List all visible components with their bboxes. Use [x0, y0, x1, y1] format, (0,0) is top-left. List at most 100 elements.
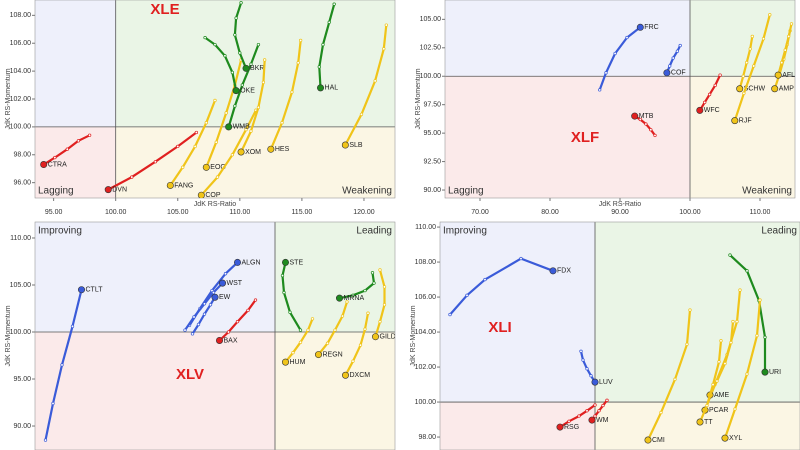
- trail-point: [668, 64, 672, 68]
- trail-head: [591, 378, 599, 386]
- chart-title: XLV: [176, 366, 204, 383]
- trails: FRC COF MTB WFC SCHW RJF AMP AFL: [598, 13, 795, 138]
- ticker-label: LUV: [599, 379, 613, 386]
- trail-point: [787, 34, 791, 39]
- y-tick-label: 102.50: [420, 45, 442, 52]
- y-tick-label: 110.00: [415, 224, 436, 231]
- trail-head: [556, 423, 564, 431]
- trail-head: [771, 85, 779, 93]
- ticker-label: CTRA: [48, 161, 67, 168]
- trail-point: [733, 407, 737, 411]
- quadrant-label: Weakening: [742, 186, 792, 197]
- trail-point: [333, 328, 337, 332]
- trail-point: [593, 414, 597, 418]
- trail-point: [604, 71, 608, 75]
- x-axis-title: JdK RS-Ratio: [599, 201, 642, 208]
- trail-head: [731, 117, 739, 125]
- trail-point: [230, 153, 235, 157]
- trail-point: [244, 128, 248, 132]
- trail-point: [196, 322, 201, 327]
- trail-point: [653, 133, 657, 138]
- trail-head: [216, 336, 224, 344]
- trail-point: [310, 317, 315, 321]
- trail-point: [233, 104, 237, 108]
- trail-point: [741, 74, 745, 78]
- trail-point: [249, 62, 253, 66]
- trail-point: [291, 351, 295, 355]
- trail-point: [363, 288, 367, 293]
- trail-point: [70, 324, 75, 329]
- x-tick-label: 70.00: [471, 209, 489, 216]
- trail-point: [768, 13, 772, 17]
- ticker-label: XYL: [729, 435, 742, 442]
- trail-point: [340, 314, 345, 318]
- trail-head: [761, 368, 769, 376]
- quadrant-improving: [445, 0, 690, 77]
- trail-point: [448, 312, 452, 317]
- trail-point: [373, 79, 377, 83]
- ticker-label: COP: [205, 192, 221, 199]
- trail-point: [298, 340, 303, 344]
- trail-head: [242, 64, 250, 72]
- trail-point: [213, 98, 217, 103]
- trail-point: [306, 328, 310, 332]
- y-axis-title: JdK RS-Momentum: [415, 68, 422, 129]
- trail-point: [253, 298, 258, 302]
- chart-title: XLE: [150, 1, 179, 18]
- trail-head: [736, 85, 744, 93]
- trail-point: [256, 105, 261, 110]
- trail-point: [363, 327, 367, 331]
- ticker-label: TT: [704, 419, 713, 426]
- ticker-label: FDX: [557, 268, 571, 275]
- ticker-label: SLB: [349, 142, 363, 149]
- ticker-label: RSG: [564, 424, 579, 431]
- y-tick-label: 105.00: [420, 16, 442, 23]
- trail-point: [519, 256, 523, 261]
- trail-point: [213, 42, 217, 47]
- trail-point: [249, 129, 253, 133]
- trail-point: [194, 130, 199, 135]
- quadrant-weakening: [595, 402, 800, 450]
- trail-head: [237, 148, 245, 156]
- trail-point: [748, 47, 752, 51]
- ticker-label: COF: [671, 70, 686, 77]
- trail-point: [750, 34, 754, 39]
- x-tick-label: 100.00: [679, 209, 701, 216]
- trail-point: [597, 409, 601, 413]
- trail-point: [625, 35, 629, 40]
- y-tick-label: 102.00: [10, 96, 32, 103]
- trail-point: [87, 133, 92, 137]
- trail-point: [601, 403, 605, 408]
- quadrants: [445, 0, 795, 198]
- trail-point: [649, 128, 653, 132]
- trail-head: [314, 351, 322, 359]
- trail-point: [723, 361, 727, 366]
- trail-point: [359, 112, 364, 116]
- trail-point: [685, 342, 689, 346]
- quadrant-label: Improving: [38, 226, 82, 237]
- trail-point: [715, 379, 719, 383]
- ticker-label: AFL: [782, 72, 795, 79]
- trail-point: [673, 377, 677, 381]
- trail-point: [703, 100, 707, 105]
- trail-head: [202, 163, 210, 171]
- trail-point: [638, 117, 642, 122]
- y-tick-label: 96.00: [13, 180, 31, 187]
- quadrant-label: Improving: [443, 226, 487, 237]
- chart-title: XLI: [488, 319, 511, 336]
- quadrants: [35, 222, 395, 450]
- trail-point: [382, 303, 387, 307]
- ticker-label: EW: [219, 294, 231, 301]
- panel: 96.00 98.00 100.00 102.00 104.00 106.00 108.00…: [5, 0, 396, 216]
- trail-head: [341, 141, 349, 149]
- trail-point: [745, 269, 749, 273]
- trail-point: [202, 302, 207, 306]
- y-tick-label: 102.00: [415, 364, 437, 371]
- trail-point: [176, 144, 180, 149]
- y-tick-label: 100.00: [415, 399, 437, 406]
- quadrant-weakening: [275, 332, 395, 450]
- quadrant-lagging: [35, 332, 275, 450]
- x-tick-label: 120.00: [353, 209, 375, 216]
- trails: FDX LUV RSG WM URI CMI PCAR AME TT XYL: [448, 253, 781, 444]
